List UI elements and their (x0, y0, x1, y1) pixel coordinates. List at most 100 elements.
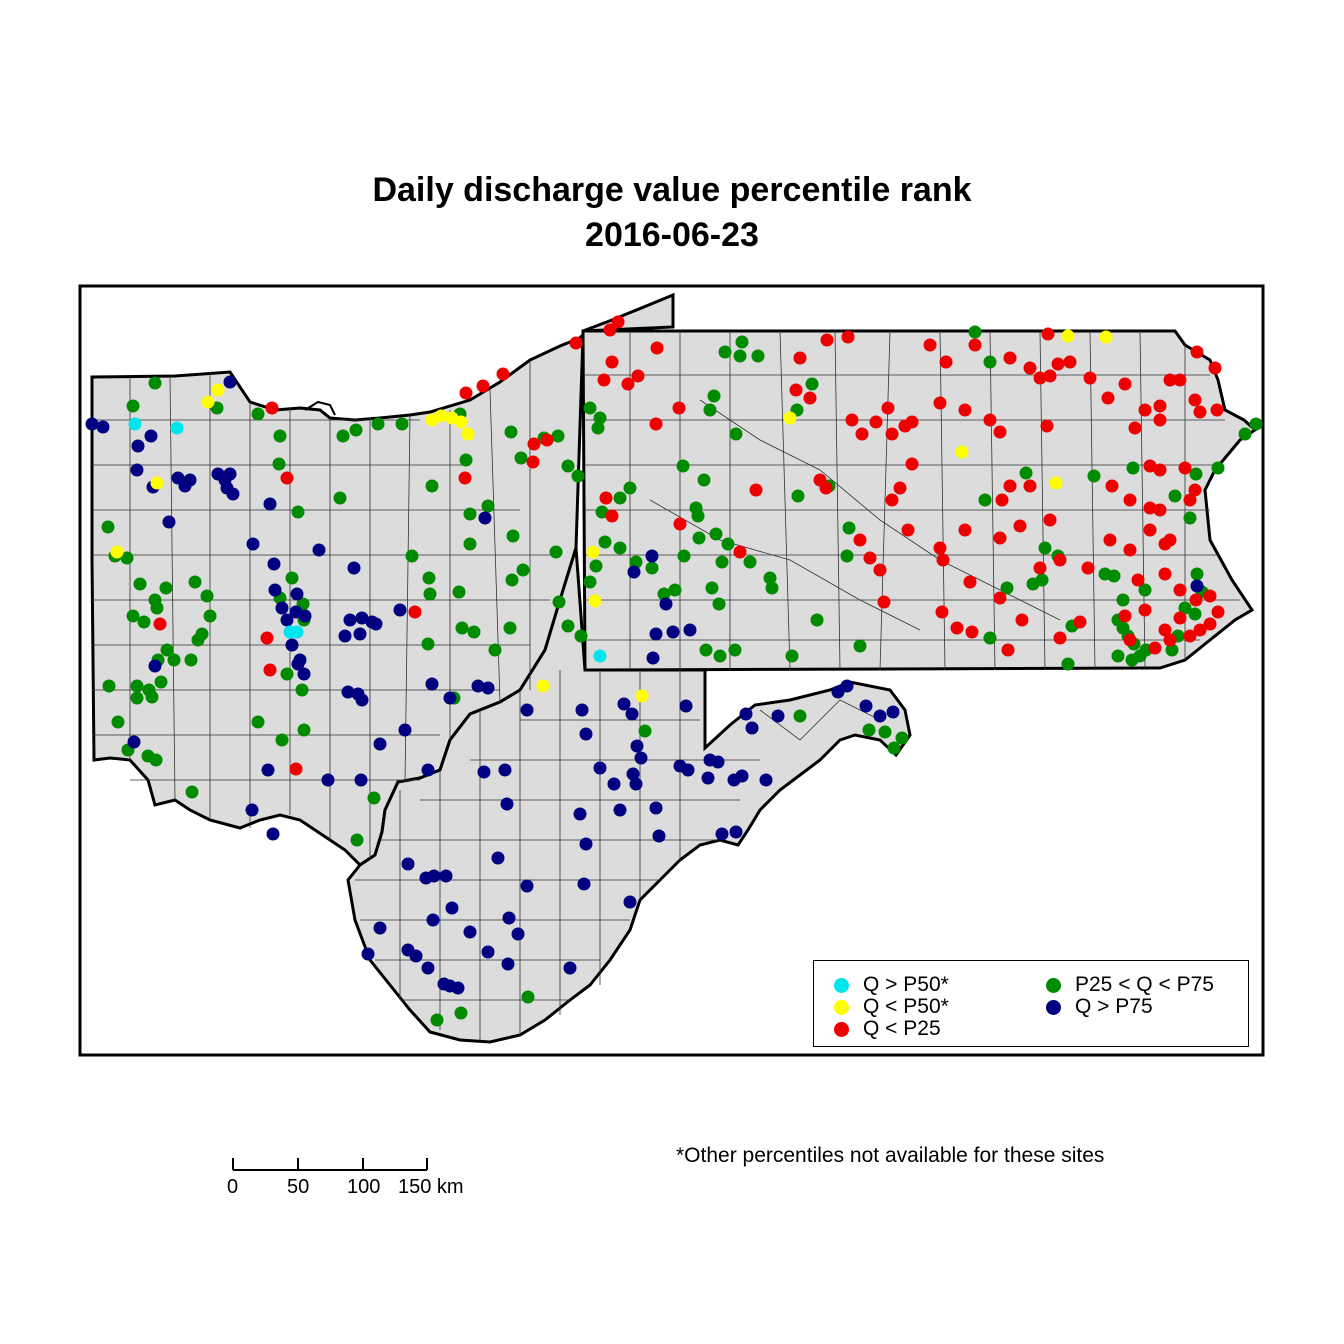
site-marker-p25-q-p75 (593, 411, 607, 425)
site-marker-q-gt-p75 (735, 769, 749, 783)
site-marker-p25-q-p75 (455, 621, 469, 635)
site-marker-q-lt-p25 (1158, 623, 1172, 637)
site-marker-q-gt-p75 (593, 761, 607, 775)
site-marker-q-gt-p75 (355, 611, 369, 625)
site-marker-q-gt-p75 (481, 681, 495, 695)
site-marker-p25-q-p75 (1061, 657, 1075, 671)
site-marker-p25-q-p75 (709, 527, 723, 541)
site-marker-q-lt-p25 (1128, 421, 1142, 435)
site-marker-p25-q-p75 (623, 481, 637, 495)
site-marker-q-lt-p25 (1193, 405, 1207, 419)
site-marker-q-lt-p25 (993, 531, 1007, 545)
site-marker-q-lt-p50 (586, 545, 600, 559)
site-marker-q-lt-p25 (1148, 641, 1162, 655)
site-marker-p25-q-p75 (713, 649, 727, 663)
site-marker-q-lt-p25 (1015, 613, 1029, 627)
site-marker-q-gt-p75 (361, 947, 375, 961)
site-marker-q-gt-p75 (1190, 579, 1204, 593)
site-marker-q-lt-p25 (496, 367, 510, 381)
site-marker-q-lt-p50 (454, 415, 468, 429)
site-marker-q-gt-p75 (745, 721, 759, 735)
site-marker-p25-q-p75 (350, 833, 364, 847)
site-marker-q-gt-p75 (445, 901, 459, 915)
site-marker-q-gt-p75 (679, 699, 693, 713)
site-marker-q-gt-p75 (341, 685, 355, 699)
site-marker-q-gt-p75 (563, 961, 577, 975)
site-marker-q-gt-p75 (498, 763, 512, 777)
site-marker-p25-q-p75 (1249, 417, 1263, 431)
site-marker-q-gt-p75 (478, 511, 492, 525)
site-marker-p25-q-p75 (707, 389, 721, 403)
site-marker-q-lt-p50 (150, 476, 164, 490)
title-line-1: Daily discharge value percentile rank (372, 171, 972, 209)
site-marker-p25-q-p75 (504, 425, 518, 439)
site-marker-q-lt-p25 (650, 341, 664, 355)
site-marker-q-lt-p25 (1173, 611, 1187, 625)
site-marker-p25-q-p75 (421, 637, 435, 651)
site-marker-p25-q-p75 (160, 643, 174, 657)
site-marker-q-gt-p75 (579, 837, 593, 851)
site-marker-q-gt-p75 (85, 417, 99, 431)
site-marker-p25-q-p75 (668, 583, 682, 597)
site-marker-q-lt-p25 (1158, 567, 1172, 581)
site-marker-p25-q-p75 (452, 585, 466, 599)
site-marker-q-gt-p75 (285, 638, 299, 652)
site-marker-q-lt-p25 (260, 631, 274, 645)
site-marker-p25-q-p75 (763, 571, 777, 585)
site-marker-q-lt-p25 (905, 457, 919, 471)
cyan-dot-icon (834, 977, 849, 993)
site-marker-q-lt-p50 (536, 679, 550, 693)
site-marker-p25-q-p75 (395, 417, 409, 431)
legend-label: Q < P25 (863, 1017, 941, 1040)
site-marker-p25-q-p75 (185, 785, 199, 799)
site-marker-q-lt-p25 (995, 493, 1009, 507)
site-marker-q-gt-p75 (245, 803, 259, 817)
site-marker-q-lt-p25 (1083, 371, 1097, 385)
site-marker-p25-q-p75 (514, 451, 528, 465)
site-marker-q-gt-p75 (477, 765, 491, 779)
site-marker-q-gt-p75 (831, 685, 845, 699)
site-marker-q-lt-p25 (869, 415, 883, 429)
site-marker-p25-q-p75 (150, 601, 164, 615)
site-marker-q-gt-p75 (463, 925, 477, 939)
site-marker-q-gt-p75 (321, 773, 335, 787)
site-marker-q-gt-p75 (607, 777, 621, 791)
site-marker-p25-q-p75 (895, 731, 909, 745)
site-marker-q-lt-p25 (993, 591, 1007, 605)
site-marker-q-lt-p25 (1153, 399, 1167, 413)
site-marker-q-gt-p75 (261, 763, 275, 777)
state-west-virginia (346, 547, 912, 1044)
site-marker-q-lt-p25 (1003, 479, 1017, 493)
site-marker-q-lt-p25 (901, 523, 915, 537)
site-marker-q-lt-p25 (605, 509, 619, 523)
site-marker-q-lt-p25 (1081, 561, 1095, 575)
site-marker-q-lt-p25 (611, 315, 625, 329)
site-marker-q-gt-p75 (338, 629, 352, 643)
site-marker-q-lt-p25 (1138, 403, 1152, 417)
site-marker-p25-q-p75 (371, 417, 385, 431)
legend-label: Q > P50* (863, 973, 949, 996)
site-marker-p25-q-p75 (613, 491, 627, 505)
site-marker-q-gt-p75 (421, 763, 435, 777)
site-marker-p25-q-p75 (521, 990, 535, 1004)
site-marker-p25-q-p75 (1238, 427, 1252, 441)
site-marker-p25-q-p75 (459, 453, 473, 467)
site-marker-p25-q-p75 (638, 724, 652, 738)
site-marker-q-lt-p25 (649, 417, 663, 431)
site-marker-q-lt-p50 (434, 409, 448, 423)
site-marker-p25-q-p75 (111, 715, 125, 729)
site-marker-p25-q-p75 (505, 573, 519, 587)
site-marker-q-gt-p50 (290, 625, 304, 639)
site-marker-q-lt-p25 (621, 377, 635, 391)
site-marker-q-lt-p50 (955, 445, 969, 459)
site-marker-q-gt-p75 (148, 659, 162, 673)
site-marker-q-lt-p25 (1013, 519, 1027, 533)
site-marker-p25-q-p75 (574, 629, 588, 643)
site-marker-p25-q-p75 (983, 631, 997, 645)
site-marker-p25-q-p75 (285, 571, 299, 585)
site-marker-q-lt-p25 (1153, 463, 1167, 477)
site-marker-p25-q-p75 (102, 679, 116, 693)
site-marker-q-lt-p25 (1053, 631, 1067, 645)
site-marker-q-gt-p75 (759, 773, 773, 787)
